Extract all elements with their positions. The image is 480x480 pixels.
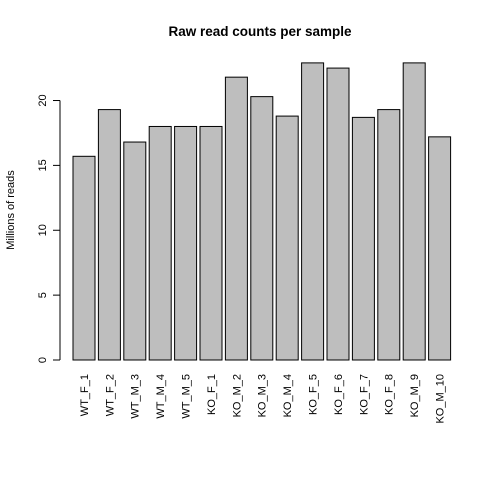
x-tick-label: KO_F_1 — [206, 374, 218, 415]
y-tick-label: 15 — [37, 159, 49, 171]
x-tick-label: KO_M_10 — [434, 374, 446, 424]
chart-title: Raw read counts per sample — [168, 24, 352, 39]
x-tick-label: WT_M_5 — [180, 374, 192, 419]
x-tick-label: WT_F_1 — [79, 374, 91, 416]
bar — [124, 142, 146, 360]
bar — [225, 77, 247, 360]
bar — [276, 116, 298, 360]
bar — [251, 97, 273, 360]
x-tick-label: KO_M_9 — [409, 374, 421, 417]
bar — [429, 137, 451, 360]
x-tick-label: KO_M_4 — [282, 374, 294, 417]
bars — [73, 63, 451, 360]
y-tick-label: 20 — [37, 94, 49, 106]
bar — [352, 117, 374, 360]
bar — [73, 156, 95, 360]
bar — [378, 110, 400, 360]
bar — [200, 126, 222, 360]
bar — [327, 68, 349, 360]
x-tick-label: KO_M_2 — [231, 374, 243, 417]
x-tick-label: KO_F_6 — [333, 374, 345, 415]
x-tick-label: WT_F_2 — [104, 374, 116, 416]
bar — [302, 63, 324, 360]
x-tick-label: KO_F_8 — [384, 374, 396, 415]
x-tick-label: WT_M_3 — [130, 374, 142, 419]
y-tick-label: 5 — [37, 292, 49, 298]
bar — [149, 126, 171, 360]
x-tick-label: KO_F_5 — [307, 374, 319, 415]
y-axis-label: Millions of reads — [5, 170, 17, 250]
bar — [175, 126, 197, 360]
bar — [98, 110, 120, 360]
x-axis-labels: WT_F_1 WT_F_2 WT_M_3 WT_M_4 WT_M_5 KO_F_1 KO_M… — [79, 374, 447, 424]
x-tick-label: KO_F_7 — [358, 374, 370, 415]
x-tick-label: WT_M_4 — [155, 374, 167, 419]
x-tick-label: KO_M_3 — [257, 374, 269, 417]
y-axis: 0 5 10 15 20 — [37, 94, 60, 363]
bar — [403, 63, 425, 360]
y-tick-label: 0 — [37, 357, 49, 363]
y-tick-label: 10 — [37, 224, 49, 236]
